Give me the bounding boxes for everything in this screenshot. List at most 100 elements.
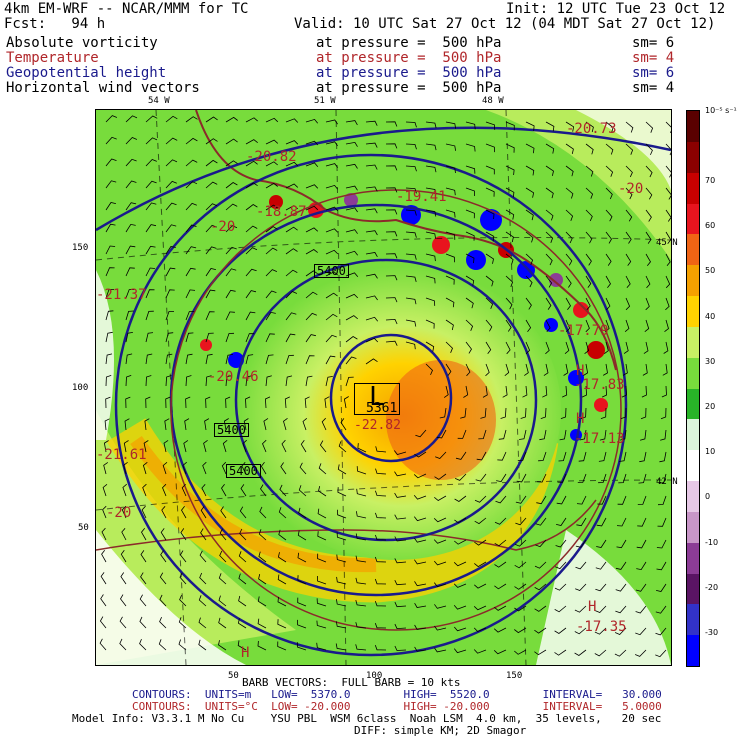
wind-barb	[125, 310, 134, 321]
wind-barb	[205, 224, 217, 233]
wind-barb	[558, 451, 567, 462]
wind-barb	[385, 275, 398, 281]
wind-barb	[385, 187, 398, 193]
colorbar-level: -10	[705, 537, 719, 547]
wind-barb	[595, 561, 607, 570]
wind-barb	[198, 595, 207, 607]
wind-barb	[657, 517, 667, 527]
lat-label: 45 N	[656, 238, 678, 248]
wind-barb	[620, 407, 627, 419]
wind-barb	[625, 187, 633, 200]
wind-barb	[159, 594, 167, 607]
wind-barb	[425, 187, 437, 195]
wind-barb	[139, 616, 147, 629]
wind-barb	[465, 143, 476, 152]
wind-barb	[585, 209, 593, 222]
wind-barb	[554, 605, 567, 613]
wind-barb	[297, 552, 307, 563]
wind-barb	[445, 253, 455, 263]
wind-barb	[145, 353, 153, 365]
wind-barb	[577, 473, 587, 483]
wind-barb	[625, 297, 631, 311]
wind-barb	[405, 165, 417, 172]
wind-barb	[425, 121, 437, 129]
wind-barb	[245, 396, 251, 409]
wind-barb	[165, 246, 176, 255]
wind-barb	[160, 528, 167, 541]
wind-barb	[559, 429, 567, 441]
wind-barb	[525, 143, 535, 154]
wind-barb	[525, 231, 534, 243]
wind-barb	[257, 596, 267, 607]
wind-barb	[505, 209, 515, 220]
wind-barb	[505, 121, 515, 131]
wind-barb	[178, 617, 187, 629]
wind-barb	[357, 443, 367, 453]
wind-barb	[525, 209, 534, 221]
wind-barb	[385, 165, 398, 171]
colorbar-swatch	[687, 172, 699, 204]
wind-barb	[522, 385, 528, 398]
wind-barb	[125, 396, 131, 409]
wind-barb	[374, 600, 387, 607]
colorbar-swatch	[687, 203, 699, 235]
wind-barb	[525, 341, 531, 355]
wind-barb	[277, 641, 287, 651]
wind-barb	[223, 418, 229, 431]
wind-barb	[454, 495, 467, 502]
wind-barb	[454, 517, 467, 524]
wind-barb	[625, 143, 634, 155]
wind-barb	[245, 375, 252, 387]
wind-barb	[425, 253, 436, 262]
wind-barb	[375, 534, 387, 541]
wind-barb	[625, 231, 632, 244]
wind-barb	[560, 407, 567, 419]
wind-barb	[605, 209, 613, 222]
wind-barb	[198, 617, 207, 629]
wind-barb	[622, 363, 628, 376]
wind-barb	[356, 511, 367, 519]
wind-barb	[435, 451, 447, 459]
wind-barb	[205, 353, 213, 365]
field-smoothing: sm= 4	[632, 80, 675, 96]
wind-barb	[317, 508, 327, 519]
wind-barb	[225, 225, 238, 233]
wind-barb	[105, 180, 117, 189]
wind-barb	[394, 514, 407, 520]
map-canvas	[96, 110, 671, 665]
wind-barb	[555, 539, 567, 548]
wind-barb	[434, 473, 447, 480]
wind-barb	[144, 418, 150, 431]
wind-barb	[164, 418, 170, 431]
wind-barb	[225, 396, 231, 409]
wind-barb	[565, 253, 573, 266]
wind-barb	[545, 319, 551, 332]
field-smoothing: sm= 6	[632, 65, 675, 81]
wind-barb	[605, 319, 610, 333]
wind-barb	[105, 115, 118, 123]
wind-barb	[576, 517, 587, 527]
wind-barb	[121, 505, 127, 519]
wind-barb	[325, 249, 339, 255]
wind-barb	[425, 341, 435, 352]
wind-barb	[505, 275, 514, 287]
wind-barb	[125, 115, 138, 123]
wind-barb	[185, 289, 196, 299]
wind-barb	[534, 583, 547, 591]
wind-barb	[260, 484, 267, 497]
wind-barb	[514, 605, 527, 612]
wind-barb	[325, 163, 339, 168]
wind-barb	[305, 249, 318, 255]
wind-barb	[405, 297, 417, 305]
wind-barb	[624, 319, 630, 333]
wind-barb	[179, 594, 187, 607]
wind-barb	[101, 550, 107, 563]
colorbar-swatch	[687, 265, 699, 297]
wind-barb	[345, 229, 358, 234]
wind-barb	[636, 561, 647, 571]
colorbar-level: 0	[705, 492, 711, 502]
wind-barb	[665, 165, 671, 178]
wind-barb	[619, 429, 627, 441]
wind-barb	[664, 319, 669, 333]
wind-barb	[278, 507, 287, 519]
